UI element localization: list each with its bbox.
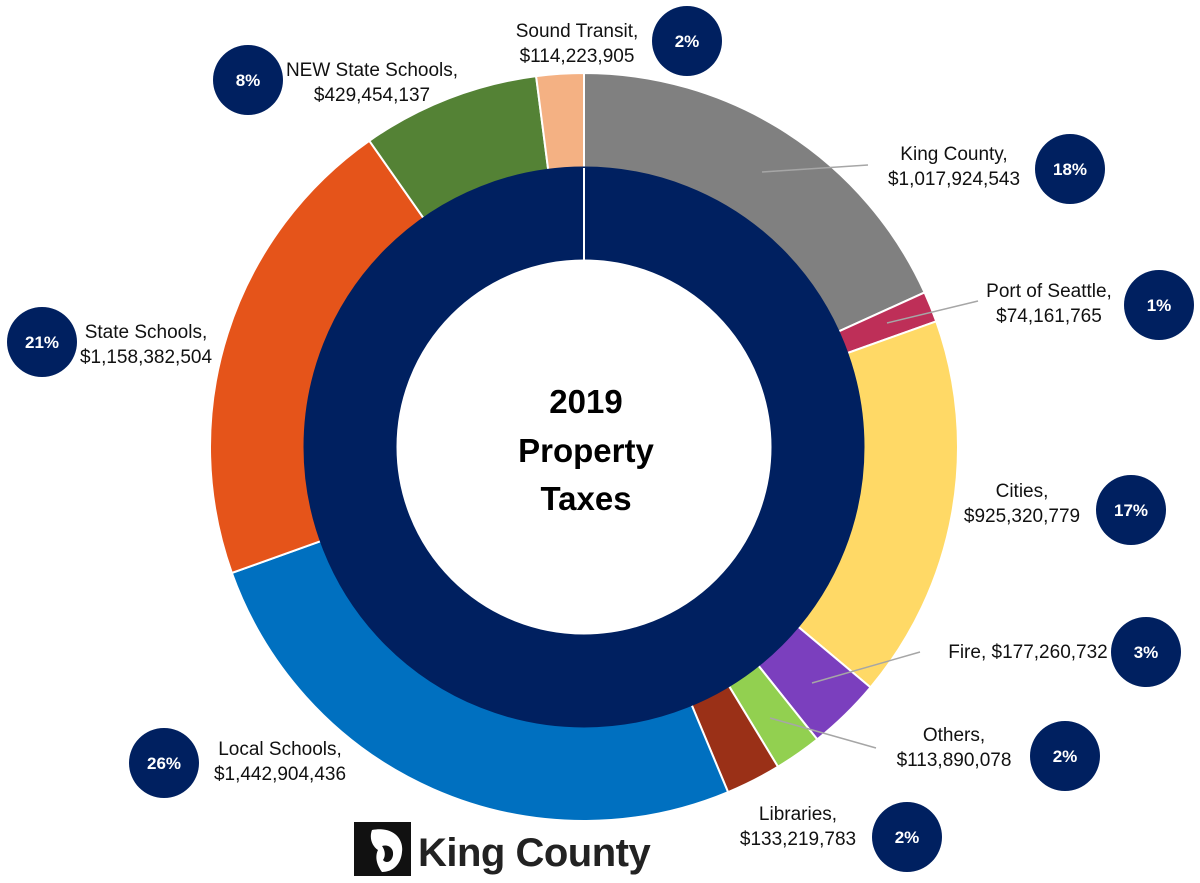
percent-badge-king-county: 18% [1035,134,1105,204]
percent-value: 18% [1053,160,1087,179]
percent-badge-others: 2% [1030,721,1100,791]
label-line-king-county-2: $1,017,924,543 [888,169,1020,190]
percent-badge-circle [1035,134,1105,204]
king-county-logo: King County [354,822,652,876]
percent-badge-cities: 17% [1096,475,1166,545]
percent-badge-circle [652,6,722,76]
percent-badge-circle [872,802,942,872]
percent-badge-new-state-schools: 8% [213,45,283,115]
percent-badges: 18% 1% 17% 3% 2% 2% 26% 21% 8% 2% [7,6,1194,872]
percent-value: 2% [895,828,920,847]
percent-badge-local-schools: 26% [129,728,199,798]
label-port-of-seattle: Port of Seattle, $74,161,765 [986,281,1112,327]
label-line-cities-1: Cities, [996,481,1049,502]
label-state-schools: State Schools, $1,158,382,504 [80,322,213,368]
title-line-3: Taxes [540,480,631,517]
title-line-1: 2019 [549,383,622,420]
label-line-sound-transit-2: $114,223,905 [520,46,635,67]
percent-badge-circle [1030,721,1100,791]
label-sound-transit: Sound Transit, $114,223,905 [516,21,639,67]
percent-value: 21% [25,333,59,352]
label-line-new-state-schools-2: $429,454,137 [314,85,430,106]
king-county-logo-text: King County [418,831,651,875]
percent-badge-sound-transit: 2% [652,6,722,76]
percent-value: 17% [1114,501,1148,520]
percent-value: 26% [147,754,181,773]
slice-labels: King County, $1,017,924,543 Port of Seattl… [80,21,1112,850]
percent-badge-circle [1124,270,1194,340]
percent-badge-state-schools: 21% [7,307,77,377]
chart-title: 2019 Property Taxes [518,383,654,517]
percent-badge-circle [1111,617,1181,687]
leader-lines [761,164,979,749]
label-line-fire-1: Fire, $177,260,732 [948,642,1108,663]
percent-value: 3% [1134,643,1159,662]
label-line-sound-transit-1: Sound Transit, [516,21,639,42]
title-line-2: Property [518,432,654,469]
label-line-libraries-1: Libraries, [759,804,837,825]
label-line-others-1: Others, [923,725,985,746]
label-fire: Fire, $177,260,732 [948,642,1108,663]
label-line-new-state-schools-1: NEW State Schools, [286,60,458,81]
label-line-local-schools-1: Local Schools, [218,739,342,760]
label-others: Others, $113,890,078 [897,725,1012,771]
percent-value: 1% [1147,296,1172,315]
percent-badge-circle [1096,475,1166,545]
label-line-others-2: $113,890,078 [897,750,1012,771]
label-local-schools: Local Schools, $1,442,904,436 [214,739,346,785]
label-new-state-schools: NEW State Schools, $429,454,137 [286,60,458,106]
label-line-port-of-seattle-1: Port of Seattle, [986,281,1112,302]
label-line-port-of-seattle-2: $74,161,765 [996,306,1102,327]
leader-line-others [769,717,877,749]
percent-value: 2% [1053,747,1078,766]
label-line-state-schools-1: State Schools, [85,322,208,343]
percent-badge-circle [129,728,199,798]
leader-line-port-of-seattle [886,300,979,324]
percent-value: 2% [675,32,700,51]
percent-badge-libraries: 2% [872,802,942,872]
percent-badge-circle [213,45,283,115]
king-county-portrait-detail [382,845,394,863]
label-cities: Cities, $925,320,779 [964,481,1080,527]
leader-line-king-county [761,164,869,173]
percent-badge-port-of-seattle: 1% [1124,270,1194,340]
percent-badge-circle [7,307,77,377]
label-line-local-schools-2: $1,442,904,436 [214,764,346,785]
label-line-cities-2: $925,320,779 [964,506,1080,527]
leader-line-fire [811,651,921,684]
label-king-county: King County, $1,017,924,543 [888,144,1020,190]
label-line-king-county-1: King County, [900,144,1007,165]
label-line-libraries-2: $133,219,783 [740,829,856,850]
percent-badge-fire: 3% [1111,617,1181,687]
label-libraries: Libraries, $133,219,783 [740,804,856,850]
donut-ring [209,71,959,822]
percent-value: 8% [236,71,261,90]
label-line-state-schools-2: $1,158,382,504 [80,347,213,368]
